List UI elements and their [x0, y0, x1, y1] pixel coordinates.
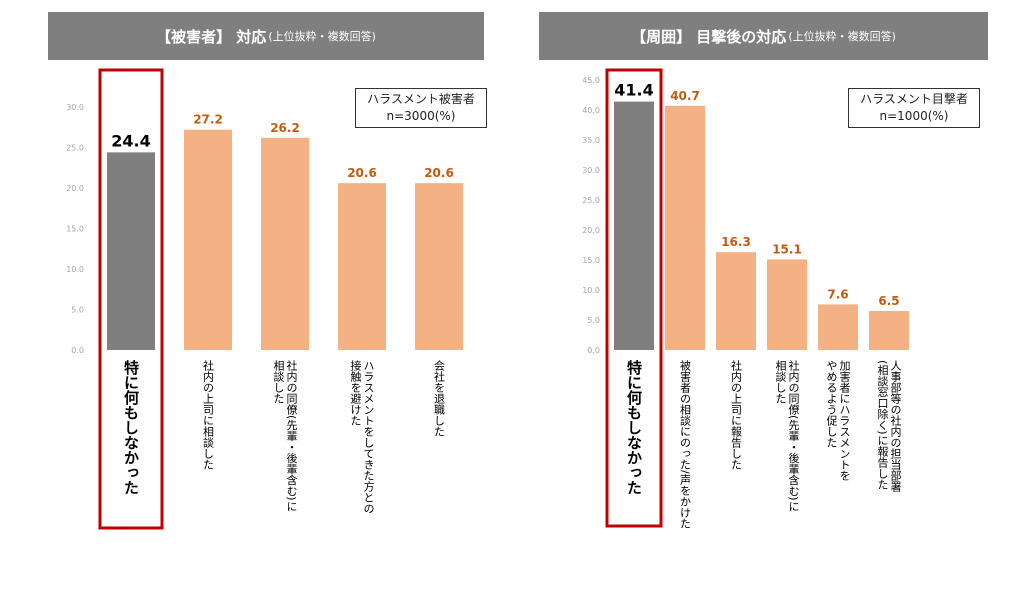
- y-tick-label: 40.0: [582, 106, 600, 115]
- data-label: 20.6: [424, 166, 454, 180]
- y-tick-label: 30.0: [582, 166, 600, 175]
- y-tick-label: 0.0: [71, 346, 84, 355]
- category-label: 社内の同僚(先輩・後輩含む)に: [285, 359, 298, 512]
- y-tick-label: 45.0: [582, 76, 600, 85]
- chart-legend: ハラスメント目撃者 n=1000(%): [848, 88, 980, 128]
- y-tick-label: 10.0: [582, 286, 600, 295]
- y-tick-label: 20.0: [66, 184, 84, 193]
- victim-bar-chart: 0.0 5.0 10.0 15.0 20.0 25.0 30.0 24.4 特に何もしなかった 2…: [66, 68, 463, 530]
- bar: [614, 101, 654, 350]
- bar: [107, 152, 155, 350]
- witness-chart-panel: 【周囲】 目撃後の対応 (上位抜粋・複数回答) ハラスメント目撃者 n=1000…: [512, 0, 1024, 593]
- category-label: 人事部等の社内の担当部署: [889, 360, 902, 493]
- category-label: 加害者にハラスメントを: [838, 360, 851, 481]
- legend-line-sample-size: n=1000(%): [879, 109, 949, 123]
- data-label: 41.4: [614, 81, 653, 100]
- category-label: 接触を避けた: [349, 360, 362, 426]
- bar: [184, 129, 232, 350]
- legend-line-sample-size: n=3000(%): [386, 109, 456, 123]
- bar: [716, 252, 756, 350]
- data-label: 24.4: [111, 131, 150, 150]
- y-tick-label: 25.0: [66, 144, 84, 153]
- category-label: ハラスメントをしてきた方との: [362, 360, 375, 514]
- y-tick-label: 30.0: [66, 103, 84, 112]
- y-tick-label: 5.0: [587, 316, 600, 325]
- bar: [261, 137, 309, 350]
- data-label: 27.2: [193, 113, 223, 127]
- chart-header: 【被害者】 対応 (上位抜粋・複数回答): [48, 12, 484, 60]
- category-label: 会社を退職した: [433, 360, 446, 437]
- witness-bar-chart: 0.0 5.0 10.0 15.0 20.0 25.0 30.0 35.0 40.0 45.0 41…: [582, 68, 909, 529]
- data-label: 15.1: [772, 242, 802, 256]
- category-label: 相談した: [272, 360, 285, 404]
- y-tick-label: 15.0: [582, 256, 600, 265]
- category-label: 社内の上司に報告した: [730, 359, 743, 470]
- data-label: 7.6: [827, 287, 848, 301]
- category-label: やめるよう促した: [825, 360, 838, 448]
- data-label: 40.7: [670, 89, 700, 103]
- y-tick-label: 5.0: [71, 306, 84, 315]
- category-label: 被害者の相談にのった/声をかけた: [679, 360, 692, 529]
- y-tick-label: 15.0: [66, 225, 84, 234]
- legend-line-respondents: ハラスメント目撃者: [860, 92, 968, 106]
- category-label: 特に何もしなかった: [122, 359, 140, 495]
- bar: [415, 183, 463, 350]
- highlight-frame: [98, 68, 164, 530]
- chart-subtitle: (上位抜粋・複数回答): [268, 30, 376, 43]
- bar: [338, 183, 386, 350]
- chart-subtitle: (上位抜粋・複数回答): [788, 30, 896, 43]
- y-tick-label: 25.0: [582, 196, 600, 205]
- category-label: 社内の上司に相談した: [202, 359, 215, 470]
- category-label: 特に何もしなかった: [625, 359, 643, 495]
- chart-legend: ハラスメント被害者 n=3000(%): [355, 88, 487, 128]
- legend-line-respondents: ハラスメント被害者: [367, 92, 475, 106]
- y-tick-label: 0.0: [587, 346, 600, 355]
- y-tick-label: 20.0: [582, 226, 600, 235]
- victim-chart-panel: 【被害者】 対応 (上位抜粋・複数回答) ハラスメント被害者 n=3000(%)…: [48, 12, 487, 530]
- data-label: 26.2: [270, 121, 300, 135]
- bar: [665, 105, 705, 350]
- data-label: 16.3: [721, 235, 751, 249]
- category-label: (相談窓口除く)に報告した: [876, 360, 889, 490]
- chart-title: 【被害者】 対応: [156, 27, 267, 46]
- y-tick-label: 10.0: [66, 265, 84, 274]
- data-label: 6.5: [878, 294, 899, 308]
- highlight-frame: [605, 68, 663, 528]
- chart-header: 【周囲】 目撃後の対応 (上位抜粋・複数回答): [539, 12, 988, 60]
- y-tick-label: 35.0: [582, 136, 600, 145]
- bar: [767, 259, 807, 350]
- bar: [869, 311, 909, 350]
- data-label: 20.6: [347, 166, 377, 180]
- chart-title: 【周囲】 目撃後の対応: [631, 27, 787, 46]
- category-label: 相談した: [774, 360, 787, 404]
- bar: [818, 304, 858, 350]
- category-label: 社内の同僚(先輩・後輩含む)に: [787, 359, 800, 512]
